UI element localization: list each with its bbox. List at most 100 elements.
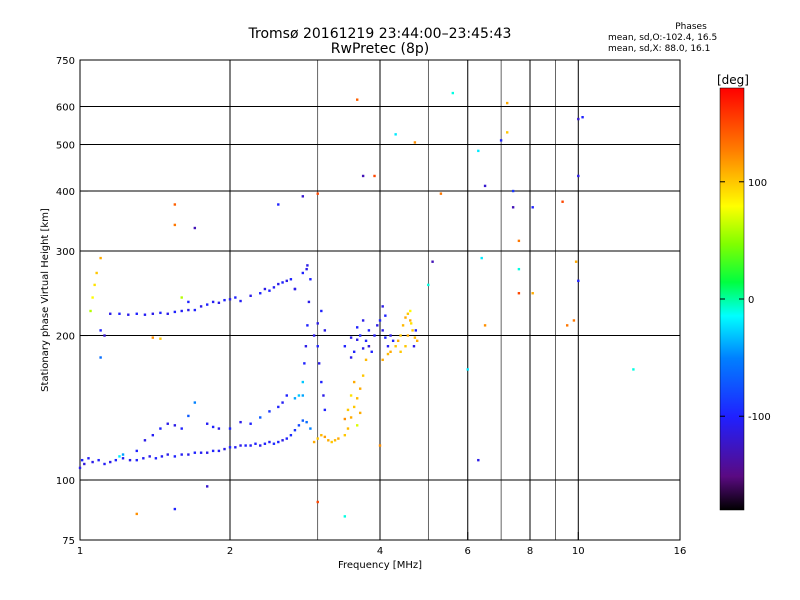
x-axis-label: Frequency [MHz] bbox=[338, 560, 422, 571]
phases-o-mode: mean, sd,O:-102.4, 16.5 bbox=[608, 33, 718, 43]
data-point bbox=[367, 345, 371, 348]
data-point bbox=[343, 417, 347, 421]
data-point bbox=[413, 336, 417, 339]
data-point bbox=[223, 298, 226, 302]
data-point bbox=[404, 345, 407, 348]
data-point bbox=[180, 453, 183, 456]
data-point bbox=[285, 394, 288, 397]
data-point bbox=[93, 283, 96, 287]
data-point bbox=[244, 444, 247, 447]
data-point bbox=[352, 405, 356, 409]
data-point bbox=[281, 401, 284, 404]
data-point bbox=[263, 287, 267, 291]
data-point bbox=[305, 267, 308, 271]
data-point bbox=[80, 458, 84, 462]
data-point bbox=[406, 312, 410, 315]
data-point bbox=[268, 410, 271, 413]
data-point bbox=[118, 312, 121, 315]
data-point bbox=[381, 358, 384, 362]
data-point bbox=[289, 278, 293, 281]
data-point bbox=[373, 334, 376, 337]
data-point bbox=[277, 282, 280, 286]
data-point bbox=[409, 309, 412, 313]
data-point bbox=[517, 267, 521, 271]
colorbar-tick-label: 100 bbox=[748, 178, 767, 189]
data-point bbox=[249, 444, 252, 447]
data-point bbox=[173, 455, 177, 458]
data-point bbox=[281, 439, 284, 442]
data-point bbox=[439, 192, 443, 195]
data-points bbox=[78, 91, 635, 518]
data-point bbox=[249, 294, 252, 297]
colorbar-tick-label: -100 bbox=[748, 412, 771, 423]
data-point bbox=[89, 309, 92, 313]
data-point bbox=[87, 457, 90, 460]
chart-title: Tromsø 20161219 23:44:00–23:45:43 RwPret… bbox=[230, 27, 530, 57]
data-point bbox=[384, 314, 387, 317]
data-point bbox=[343, 345, 347, 348]
data-point bbox=[309, 278, 312, 281]
data-point bbox=[135, 458, 138, 462]
data-point bbox=[151, 312, 155, 315]
data-point bbox=[361, 347, 365, 350]
data-point bbox=[396, 339, 400, 343]
data-point bbox=[135, 512, 138, 516]
x-tick-label: 4 bbox=[377, 546, 383, 557]
data-point bbox=[386, 352, 390, 356]
data-point bbox=[293, 397, 297, 400]
data-point bbox=[320, 380, 323, 384]
data-point bbox=[381, 305, 384, 308]
data-point bbox=[304, 345, 308, 348]
data-point bbox=[355, 98, 359, 101]
data-point bbox=[305, 420, 308, 424]
data-point bbox=[316, 192, 319, 195]
data-point bbox=[361, 374, 365, 377]
data-point bbox=[378, 444, 382, 447]
data-point bbox=[180, 296, 183, 299]
data-point bbox=[565, 324, 569, 327]
data-point bbox=[95, 271, 98, 275]
data-point bbox=[404, 316, 407, 319]
data-point bbox=[320, 433, 323, 437]
data-point bbox=[333, 439, 337, 442]
phases-x-mode: mean, sd,X: 88.0, 16.1 bbox=[608, 44, 711, 54]
data-point bbox=[343, 515, 347, 518]
data-point bbox=[199, 305, 203, 308]
data-point bbox=[268, 289, 271, 292]
data-point bbox=[574, 260, 578, 263]
data-point bbox=[399, 350, 402, 353]
data-point bbox=[477, 149, 480, 153]
data-point bbox=[480, 256, 483, 260]
data-point bbox=[285, 279, 288, 283]
colorbar-tick-label: 0 bbox=[748, 295, 754, 306]
data-point bbox=[381, 329, 384, 332]
data-point bbox=[217, 427, 221, 430]
y-tick-label: 300 bbox=[56, 247, 75, 258]
colorbar-unit-label: [deg] bbox=[717, 73, 749, 87]
data-point bbox=[78, 466, 82, 470]
data-point bbox=[531, 292, 534, 295]
data-point bbox=[577, 174, 580, 178]
data-point bbox=[297, 424, 301, 427]
data-point bbox=[531, 206, 534, 209]
data-point bbox=[205, 303, 209, 306]
data-point bbox=[272, 286, 276, 289]
y-tick-label: 600 bbox=[56, 103, 75, 114]
data-point bbox=[99, 356, 102, 359]
data-point bbox=[577, 117, 580, 121]
data-point bbox=[277, 440, 280, 444]
y-tick-label: 100 bbox=[56, 476, 75, 487]
data-point bbox=[301, 380, 305, 384]
data-point bbox=[367, 329, 371, 332]
x-tick-label: 1 bbox=[77, 546, 83, 557]
data-point bbox=[259, 444, 262, 447]
data-point bbox=[561, 200, 564, 203]
data-point bbox=[293, 429, 297, 432]
data-point bbox=[239, 444, 242, 447]
data-point bbox=[99, 256, 102, 260]
data-point bbox=[370, 350, 373, 353]
data-point bbox=[406, 334, 410, 337]
data-point bbox=[259, 292, 262, 295]
data-point bbox=[389, 334, 392, 337]
data-point bbox=[317, 362, 321, 365]
